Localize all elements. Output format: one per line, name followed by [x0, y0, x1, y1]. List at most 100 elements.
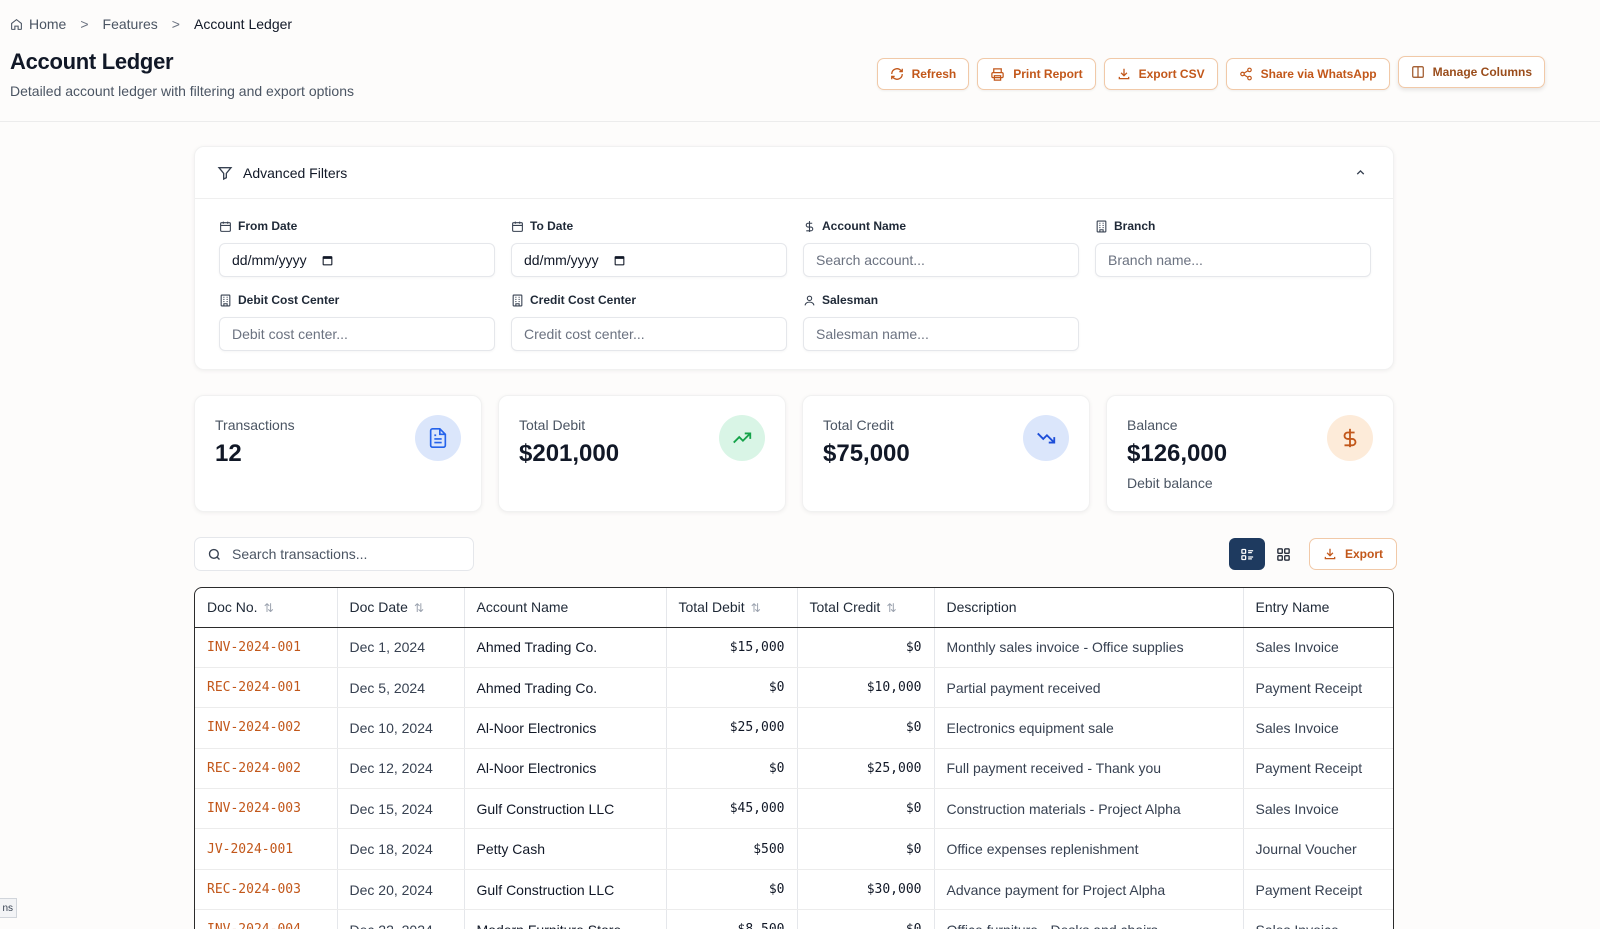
sort-icon[interactable]: ⇅: [886, 601, 897, 616]
branch-label: Branch: [1114, 219, 1156, 233]
share-icon: [1239, 67, 1253, 81]
filter-icon: [217, 165, 233, 181]
table-row[interactable]: INV-2024-002 Dec 10, 2024 Al-Noor Electr…: [195, 707, 1393, 749]
branch-input[interactable]: Branch name...: [1095, 243, 1371, 277]
table-row[interactable]: INV-2024-004 Dec 22, 2024 Modern Furnitu…: [195, 909, 1393, 929]
share-whatsapp-button[interactable]: Share via WhatsApp: [1225, 58, 1390, 90]
trending-down-icon: [1023, 415, 1069, 461]
doc-date: Dec 22, 2024: [337, 909, 465, 929]
sort-icon[interactable]: ⇅: [263, 601, 274, 616]
account-name: Gulf Construction LLC: [464, 869, 667, 911]
table-row[interactable]: REC-2024-001 Dec 5, 2024 Ahmed Trading C…: [195, 667, 1393, 709]
doc-number-link[interactable]: INV-2024-004: [195, 909, 338, 929]
account-name: Al-Noor Electronics: [464, 748, 667, 790]
total-credit: $10,000: [797, 667, 935, 709]
account-name: Ahmed Trading Co.: [464, 627, 667, 668]
user-icon: [803, 294, 816, 307]
salesman-input[interactable]: Salesman name...: [803, 317, 1079, 351]
table-row[interactable]: REC-2024-002 Dec 12, 2024 Al-Noor Electr…: [195, 748, 1393, 790]
refresh-icon: [890, 67, 904, 81]
column-header-account-name: Account Name: [464, 588, 667, 628]
date-picker-icon[interactable]: [613, 254, 626, 267]
salesman-label: Salesman: [822, 293, 879, 307]
doc-number-link[interactable]: INV-2024-001: [195, 627, 338, 668]
breadcrumb-features[interactable]: Features: [102, 16, 158, 32]
document-icon: [415, 415, 461, 461]
breadcrumb-home[interactable]: Home: [10, 16, 66, 32]
column-header-total-credit[interactable]: Total Credit ⇅: [797, 588, 935, 628]
filters-title: Advanced Filters: [243, 164, 348, 181]
list-icon: [1240, 547, 1255, 562]
date-picker-icon[interactable]: [321, 254, 334, 267]
chevron-up-icon[interactable]: [1354, 166, 1367, 179]
sort-icon[interactable]: ⇅: [750, 601, 761, 616]
total-debit: $0: [666, 667, 798, 709]
printer-icon: [990, 67, 1005, 82]
column-header-total-debit[interactable]: Total Debit ⇅: [666, 588, 798, 628]
total-credit: $0: [797, 788, 935, 830]
from-date-input[interactable]: dd/mm/yyyy: [219, 243, 495, 277]
doc-number-link[interactable]: REC-2024-002: [195, 748, 338, 790]
table-row[interactable]: JV-2024-001 Dec 18, 2024 Petty Cash $500…: [195, 828, 1393, 870]
account-name-label: Account Name: [822, 219, 907, 233]
debit-cost-center-filter: Debit Cost Center Debit cost center...: [219, 293, 495, 351]
total-credit: $30,000: [797, 869, 935, 911]
doc-number-link[interactable]: INV-2024-003: [195, 788, 338, 830]
calendar-icon: [511, 220, 524, 233]
doc-number-link[interactable]: INV-2024-002: [195, 707, 338, 749]
table-row[interactable]: INV-2024-001 Dec 1, 2024 Ahmed Trading C…: [195, 627, 1393, 668]
description: Full payment received - Thank you: [934, 748, 1244, 790]
debit-cost-center-input[interactable]: Debit cost center...: [219, 317, 495, 351]
transactions-search-input[interactable]: Search transactions...: [194, 537, 474, 571]
sort-icon[interactable]: ⇅: [413, 601, 424, 616]
trending-up-icon: [719, 415, 765, 461]
to-date-input[interactable]: dd/mm/yyyy: [511, 243, 787, 277]
edge-tab[interactable]: ns: [0, 898, 17, 918]
to-date-label: To Date: [530, 219, 574, 233]
grid-view-button[interactable]: [1265, 538, 1301, 570]
advanced-filters-panel: Advanced Filters From Date dd/mm/yyyy To…: [194, 146, 1394, 370]
stat-value: $75,000: [823, 440, 910, 467]
salesman-filter: Salesman Salesman name...: [803, 293, 1079, 351]
breadcrumb-separator: >: [171, 16, 180, 32]
account-name-input[interactable]: Search account...: [803, 243, 1079, 277]
manage-columns-button[interactable]: Manage Columns: [1397, 56, 1545, 88]
total-credit: $0: [797, 828, 935, 870]
doc-number-link[interactable]: REC-2024-001: [195, 667, 338, 709]
total-debit: $8,500: [666, 909, 798, 929]
calendar-icon: [219, 220, 232, 233]
total-debit: $45,000: [666, 788, 798, 830]
refresh-button[interactable]: Refresh: [876, 58, 970, 90]
stat-total-debit: Total Debit $201,000: [498, 395, 786, 512]
stats-row: Transactions 12 Total Debit $201,000 Tot…: [194, 395, 1394, 512]
doc-number-link[interactable]: REC-2024-003: [195, 869, 338, 911]
credit-cost-center-input[interactable]: Credit cost center...: [511, 317, 787, 351]
credit-cost-center-label: Credit Cost Center: [530, 293, 637, 307]
search-icon: [207, 547, 222, 562]
total-credit: $0: [797, 909, 935, 929]
table-header-row: Doc No. ⇅ Doc Date ⇅ Account Name Total De…: [195, 588, 1393, 628]
column-header-doc-no[interactable]: Doc No. ⇅: [195, 588, 338, 628]
doc-number-link[interactable]: JV-2024-001: [195, 828, 338, 870]
table-row[interactable]: REC-2024-003 Dec 20, 2024 Gulf Construct…: [195, 869, 1393, 911]
description: Electronics equipment sale: [934, 707, 1244, 749]
filters-header[interactable]: Advanced Filters: [195, 147, 1393, 199]
total-debit: $0: [666, 869, 798, 911]
table-row[interactable]: INV-2024-003 Dec 15, 2024 Gulf Construct…: [195, 788, 1393, 830]
download-icon: [1117, 67, 1131, 81]
total-debit: $15,000: [666, 627, 798, 668]
entry-name: Payment Receipt: [1243, 748, 1393, 790]
description: Office expenses replenishment: [934, 828, 1244, 870]
building-icon: [1095, 220, 1108, 233]
entry-name: Journal Voucher: [1243, 828, 1393, 870]
entry-name: Sales Invoice: [1243, 707, 1393, 749]
export-csv-button[interactable]: Export CSV: [1103, 58, 1218, 90]
print-report-button[interactable]: Print Report: [977, 58, 1096, 90]
balance-type: Debit balance: [1127, 475, 1213, 491]
column-header-doc-date[interactable]: Doc Date ⇅: [337, 588, 465, 628]
account-name: Gulf Construction LLC: [464, 788, 667, 830]
page-subtitle: Detailed account ledger with filtering a…: [10, 83, 354, 99]
list-view-button[interactable]: [1229, 538, 1265, 570]
table-export-button[interactable]: Export: [1309, 538, 1398, 570]
from-date-label: From Date: [238, 219, 298, 233]
